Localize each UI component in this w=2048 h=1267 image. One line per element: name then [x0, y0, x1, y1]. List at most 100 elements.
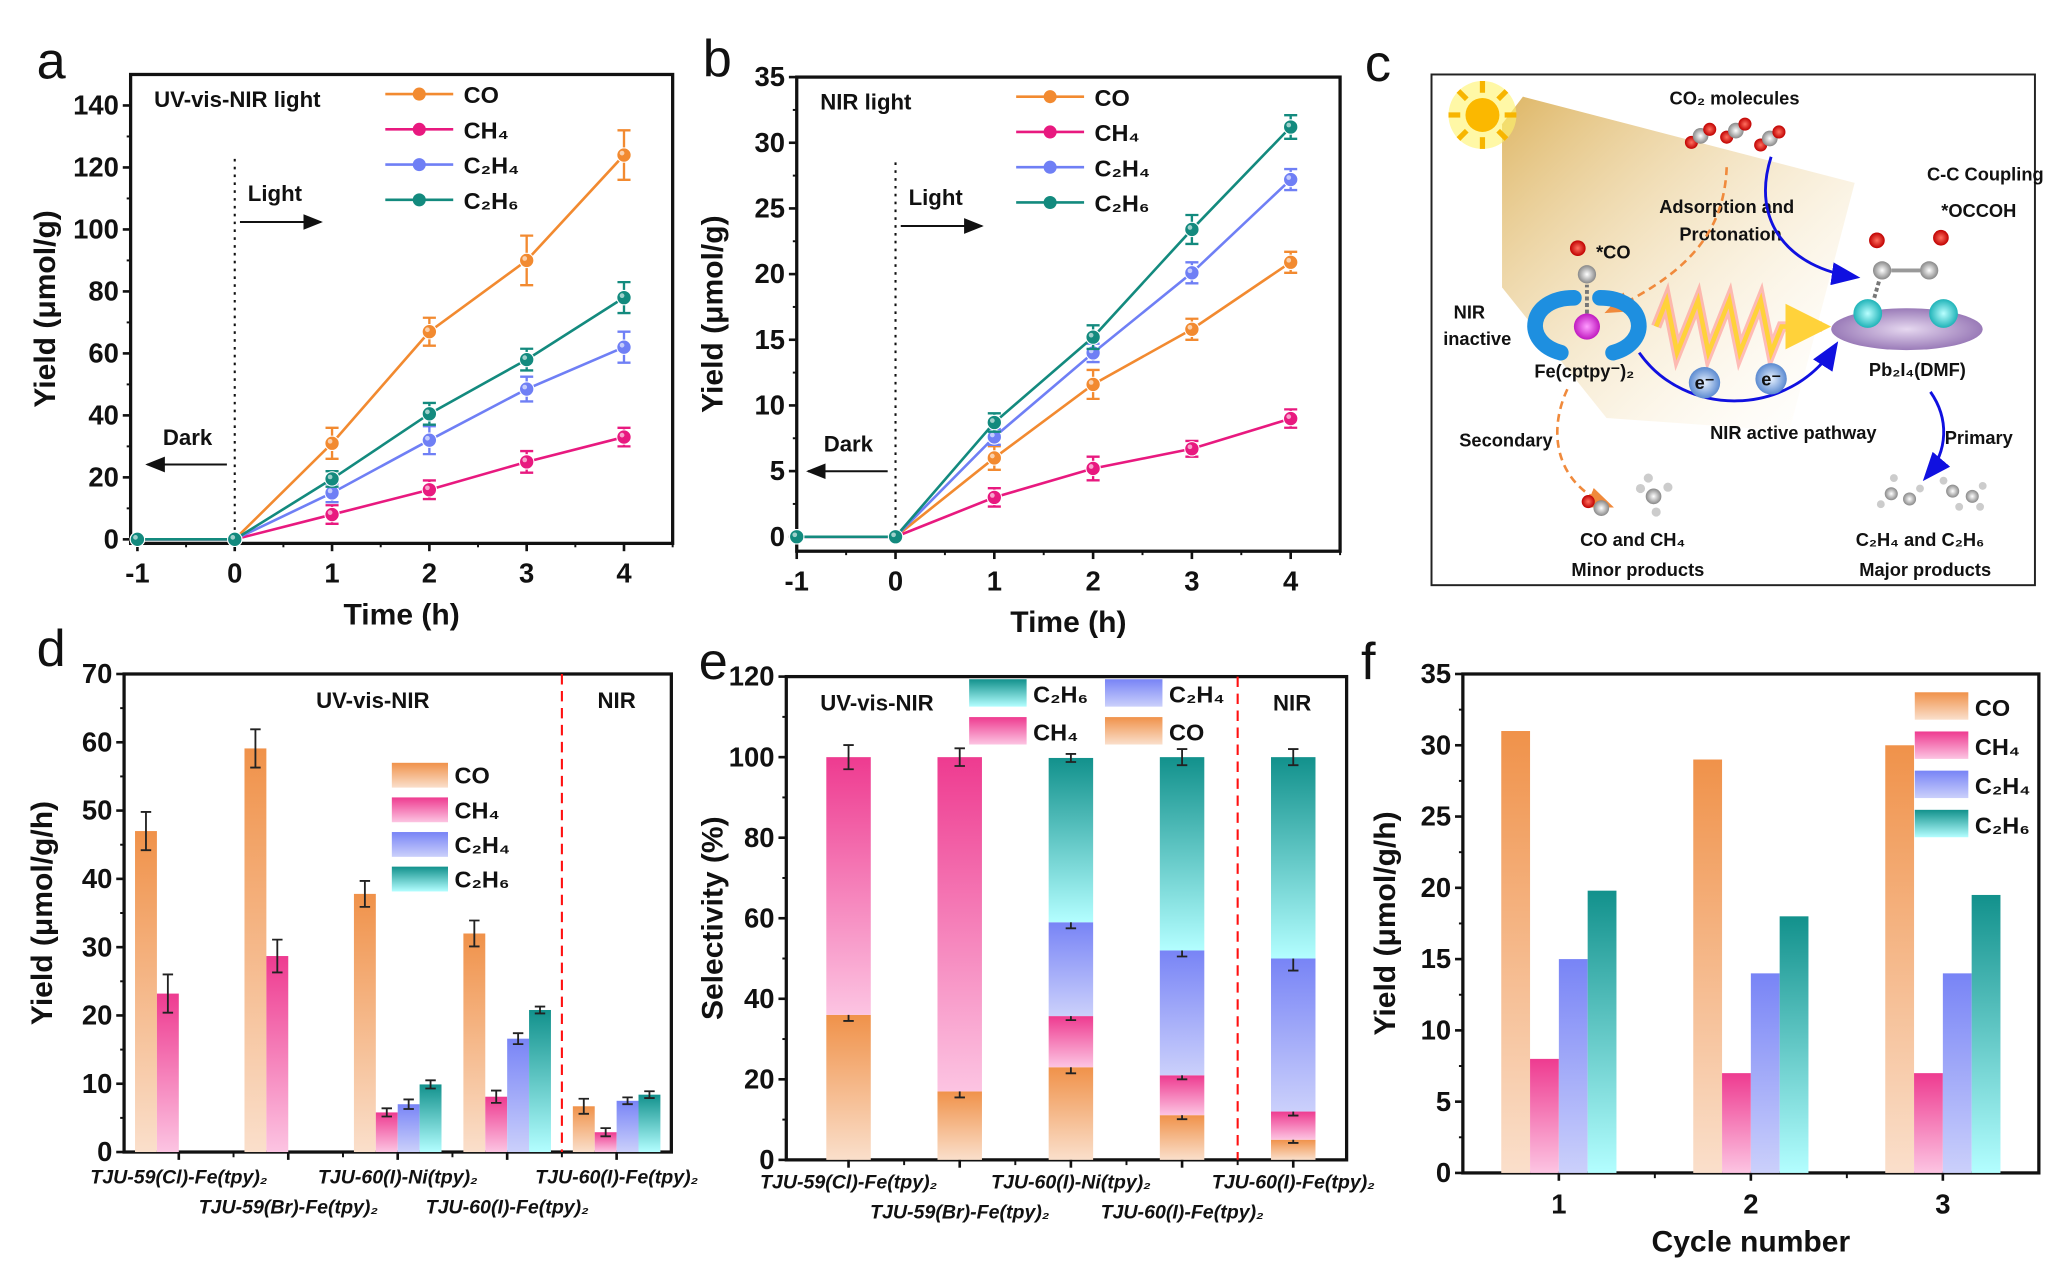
nir-wave-icon: [1654, 292, 1832, 361]
legend-swatch: [1104, 679, 1163, 707]
bar-CO: [135, 831, 157, 1153]
y-axis-title: Yield (μmol/g): [696, 215, 729, 412]
x-tick-label: -1: [125, 558, 149, 589]
stacked-bar-C2H6: [1048, 757, 1094, 923]
light-annotation: Light: [248, 181, 303, 206]
y-tick-label: 20: [754, 258, 784, 289]
data-point-highlight: [1088, 380, 1094, 385]
y-tick-label: 70: [82, 658, 112, 689]
bar-CO: [463, 933, 486, 1153]
stacked-bar-C2H6: [1271, 757, 1316, 959]
y-tick-label: 5: [770, 455, 785, 486]
data-point-highlight: [425, 485, 430, 491]
data-point-highlight: [990, 418, 995, 423]
bar-CO: [1885, 745, 1915, 1173]
bar-C2H6: [1779, 916, 1809, 1173]
data-point-highlight: [619, 293, 625, 299]
legend-swatch: [391, 832, 448, 857]
y-tick-label: 20: [1421, 872, 1451, 903]
error-bar: [1288, 748, 1299, 767]
data-point-highlight: [1286, 257, 1292, 263]
legend-label: CO: [455, 763, 490, 789]
data-point: [887, 529, 904, 545]
legend-label: C₂H₄: [1095, 155, 1151, 181]
stacked-bar-CO: [826, 1014, 871, 1160]
data-point-highlight: [1088, 332, 1094, 338]
y-tick-label: 25: [1421, 801, 1451, 832]
minor-products-species: CO and CH₄: [1580, 529, 1685, 550]
legend-label: C₂H₄: [1975, 773, 2031, 799]
data-point-highlight: [425, 327, 430, 333]
plot-frame: [795, 75, 1342, 553]
legend-label: CH₄: [1033, 720, 1078, 746]
y-tick-label: 40: [744, 983, 774, 1014]
y-tick-label: 140: [73, 90, 119, 121]
legend-label: C₂H₆: [1975, 812, 2030, 838]
data-point: [1085, 460, 1101, 477]
light-annotation: Light: [909, 185, 964, 210]
x-tick-label: 1: [324, 558, 339, 589]
data-point: [1085, 376, 1101, 393]
data-point: [1184, 321, 1200, 337]
data-point: [616, 339, 632, 355]
data-point-highlight: [990, 432, 995, 438]
condition-label: UV-vis-NIR light: [154, 87, 321, 112]
fe-complex-label: Fe(cptpy⁻)₂: [1534, 361, 1634, 382]
data-point: [324, 435, 340, 451]
data-point-highlight: [891, 532, 896, 538]
stacked-bar-CH4: [826, 757, 871, 1015]
data-point: [616, 289, 632, 306]
panel-c-mechanism: CO₂ molecules C-C Coupling *OCCOH Adsorptio…: [1430, 73, 2044, 587]
y-tick-label: 100: [73, 214, 119, 245]
data-point-highlight: [619, 432, 625, 438]
category-label: TJU-59(Cl)-Fe(tpy)₂: [90, 1166, 267, 1188]
legend-label: CO: [464, 82, 499, 108]
data-point: [1184, 441, 1200, 457]
electron-icon: [1755, 363, 1787, 395]
legend-marker: [1043, 125, 1057, 139]
y-tick-label: 20: [88, 462, 118, 493]
y-tick-label: 60: [88, 338, 118, 369]
bar-CO: [1693, 759, 1723, 1173]
error-bar: [578, 1097, 590, 1115]
legend-label: C₂H₆: [464, 188, 519, 214]
category-label: TJU-60(I)-Fe(tpy)₂: [535, 1166, 698, 1188]
y-tick-label: 0: [104, 523, 119, 554]
stacked-bar-CO: [937, 1091, 982, 1160]
data-point: [1282, 119, 1299, 135]
panel-letter-c: c: [1365, 35, 1391, 93]
y-tick-label: 15: [754, 324, 784, 355]
y-tick-label: 15: [1421, 943, 1451, 974]
y-tick-label: 10: [1421, 1015, 1451, 1046]
x-tick-label: 1: [1551, 1188, 1566, 1219]
stacked-bar-CO: [1159, 1115, 1205, 1160]
series-C2H6: [789, 114, 1299, 545]
bar-CO: [1501, 731, 1531, 1173]
panel-letter-f: f: [1361, 633, 1376, 691]
bar-C2H4: [1558, 959, 1588, 1173]
data-point: [421, 406, 438, 422]
data-point: [1184, 265, 1200, 281]
legend-swatch: [1914, 809, 1969, 838]
region-label-nir: NIR: [1273, 691, 1311, 716]
data-point: [1085, 329, 1101, 345]
bar-CH4: [594, 1132, 617, 1153]
stacked-bar-C2H6: [1159, 757, 1205, 951]
bar-CO: [244, 748, 267, 1153]
y-axis-title: Selectivity (%): [696, 816, 729, 1020]
category-label: TJU-60(I)-Fe(tpy)₂: [1212, 1172, 1375, 1194]
error-bar: [403, 1098, 414, 1110]
stacked-bar-CH4: [1159, 1075, 1205, 1116]
legend-marker: [412, 87, 426, 101]
data-point-highlight: [792, 532, 798, 538]
legend-swatch: [1914, 731, 1969, 759]
category-label: TJU-59(Br)-Fe(tpy)₂: [199, 1196, 378, 1218]
legend-marker: [1043, 160, 1057, 174]
y-tick-label: 60: [744, 902, 774, 933]
data-point-highlight: [619, 150, 625, 156]
dark-annotation: Dark: [824, 432, 874, 457]
y-tick-label: 10: [754, 390, 784, 421]
x-tick-label: 0: [227, 558, 242, 589]
legend-label: CH₄: [455, 797, 500, 823]
